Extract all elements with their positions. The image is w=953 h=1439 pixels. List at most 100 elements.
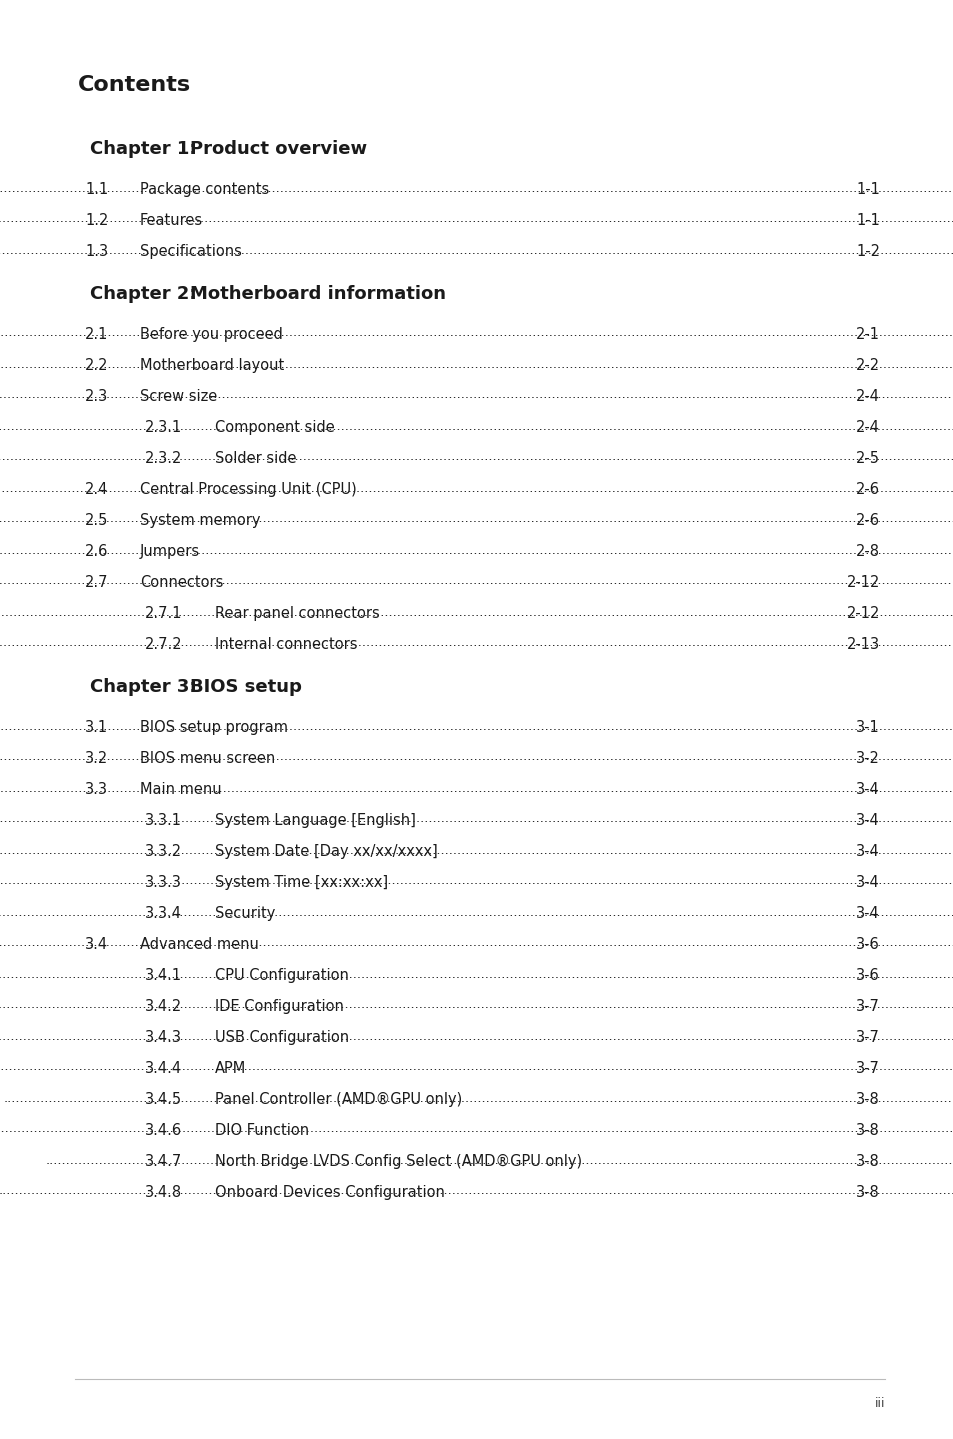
Text: Component side: Component side: [214, 420, 335, 435]
Text: ................................................................................: ........................................…: [0, 967, 953, 980]
Text: 1-1: 1-1: [855, 213, 879, 227]
Text: System Language [English]: System Language [English]: [214, 813, 416, 827]
Text: 3-1: 3-1: [856, 720, 879, 735]
Text: ................................................................................: ........................................…: [4, 1092, 953, 1105]
Text: System Time [xx:xx:xx]: System Time [xx:xx:xx]: [214, 875, 388, 889]
Text: 1.3: 1.3: [85, 245, 108, 259]
Text: 3-4: 3-4: [856, 781, 879, 797]
Text: North Bridge LVDS Config Select (AMD®GPU only): North Bridge LVDS Config Select (AMD®GPU…: [214, 1154, 581, 1168]
Text: DIO Function: DIO Function: [214, 1122, 309, 1138]
Text: ................................................................................: ........................................…: [0, 357, 953, 370]
Text: 3.2: 3.2: [85, 751, 108, 766]
Text: 3.4.5: 3.4.5: [145, 1092, 182, 1107]
Text: ................................................................................: ........................................…: [0, 606, 953, 619]
Text: ................................................................................: ........................................…: [0, 243, 953, 256]
Text: 3.1: 3.1: [85, 720, 108, 735]
Text: 3.3.1: 3.3.1: [145, 813, 182, 827]
Text: 3-8: 3-8: [856, 1092, 879, 1107]
Text: 3.4.8: 3.4.8: [145, 1184, 182, 1200]
Text: 3.3.4: 3.3.4: [145, 907, 182, 921]
Text: ................................................................................: ........................................…: [0, 781, 953, 794]
Text: Advanced menu: Advanced menu: [140, 937, 258, 953]
Text: ................................................................................: ........................................…: [0, 482, 953, 495]
Text: System Date [Day xx/xx/xxxx]: System Date [Day xx/xx/xxxx]: [214, 845, 437, 859]
Text: 3-2: 3-2: [855, 751, 879, 766]
Text: Central Processing Unit (CPU): Central Processing Unit (CPU): [140, 482, 356, 496]
Text: Internal connectors: Internal connectors: [214, 637, 357, 652]
Text: ................................................................................: ........................................…: [0, 751, 953, 764]
Text: ................................................................................: ........................................…: [0, 512, 953, 525]
Text: Motherboard information: Motherboard information: [190, 285, 446, 304]
Text: 2-2: 2-2: [855, 358, 879, 373]
Text: Panel Controller (AMD®GPU only): Panel Controller (AMD®GPU only): [214, 1092, 462, 1107]
Text: ................................................................................: ........................................…: [0, 905, 953, 918]
Text: ................................................................................: ........................................…: [0, 937, 953, 950]
Text: Features: Features: [140, 213, 203, 227]
Text: ................................................................................: ........................................…: [0, 843, 953, 856]
Text: Before you proceed: Before you proceed: [140, 327, 283, 342]
Text: 3-7: 3-7: [855, 1030, 879, 1045]
Text: 2.3: 2.3: [85, 389, 108, 404]
Text: ................................................................................: ........................................…: [0, 875, 953, 888]
Text: ................................................................................: ........................................…: [0, 1184, 953, 1197]
Text: Specifications: Specifications: [140, 245, 242, 259]
Text: ................................................................................: ........................................…: [0, 574, 953, 587]
Text: 1-2: 1-2: [855, 245, 879, 259]
Text: ................................................................................: ........................................…: [0, 1061, 953, 1073]
Text: 2.1: 2.1: [85, 327, 109, 342]
Text: 2-8: 2-8: [855, 544, 879, 558]
Text: 2-4: 2-4: [855, 389, 879, 404]
Text: ................................................................................: ........................................…: [0, 720, 953, 732]
Text: 2.3.1: 2.3.1: [145, 420, 182, 435]
Text: ................................................................................: ........................................…: [0, 1029, 953, 1042]
Text: ................................................................................: ........................................…: [45, 1154, 953, 1167]
Text: IDE Configuration: IDE Configuration: [214, 999, 343, 1014]
Text: 3-8: 3-8: [856, 1154, 879, 1168]
Text: 2.7.1: 2.7.1: [145, 606, 182, 622]
Text: 2.2: 2.2: [85, 358, 109, 373]
Text: 3.3.3: 3.3.3: [145, 875, 182, 889]
Text: Main menu: Main menu: [140, 781, 221, 797]
Text: USB Configuration: USB Configuration: [214, 1030, 349, 1045]
Text: 3-8: 3-8: [856, 1122, 879, 1138]
Text: 3.4.2: 3.4.2: [145, 999, 182, 1014]
Text: 2.3.2: 2.3.2: [145, 450, 182, 466]
Text: Security: Security: [214, 907, 275, 921]
Text: APM: APM: [214, 1061, 246, 1076]
Text: Contents: Contents: [78, 75, 191, 95]
Text: 2-12: 2-12: [845, 576, 879, 590]
Text: ................................................................................: ........................................…: [0, 813, 953, 826]
Text: Chapter 3:: Chapter 3:: [90, 678, 196, 696]
Text: 3.4.4: 3.4.4: [145, 1061, 182, 1076]
Text: 3-4: 3-4: [856, 907, 879, 921]
Text: 3.4.3: 3.4.3: [145, 1030, 182, 1045]
Text: 3-6: 3-6: [856, 968, 879, 983]
Text: BIOS menu screen: BIOS menu screen: [140, 751, 275, 766]
Text: 3-7: 3-7: [855, 1061, 879, 1076]
Text: 3.4.7: 3.4.7: [145, 1154, 182, 1168]
Text: 2-13: 2-13: [846, 637, 879, 652]
Text: 2-1: 2-1: [855, 327, 879, 342]
Text: 3-8: 3-8: [856, 1184, 879, 1200]
Text: 1.1: 1.1: [85, 181, 108, 197]
Text: 2.6: 2.6: [85, 544, 109, 558]
Text: ................................................................................: ........................................…: [0, 450, 953, 463]
Text: 3-4: 3-4: [856, 813, 879, 827]
Text: 3.4: 3.4: [85, 937, 108, 953]
Text: ................................................................................: ........................................…: [0, 544, 953, 557]
Text: 2-6: 2-6: [855, 482, 879, 496]
Text: ................................................................................: ........................................…: [0, 999, 953, 1012]
Text: 3-4: 3-4: [856, 845, 879, 859]
Text: Solder side: Solder side: [214, 450, 296, 466]
Text: ................................................................................: ........................................…: [0, 181, 953, 194]
Text: Rear panel connectors: Rear panel connectors: [214, 606, 379, 622]
Text: ................................................................................: ........................................…: [0, 1122, 953, 1135]
Text: 2.7.2: 2.7.2: [145, 637, 182, 652]
Text: 3-6: 3-6: [856, 937, 879, 953]
Text: ................................................................................: ........................................…: [0, 327, 953, 340]
Text: 3.3.2: 3.3.2: [145, 845, 182, 859]
Text: 2-12: 2-12: [845, 606, 879, 622]
Text: 1-1: 1-1: [855, 181, 879, 197]
Text: 2-6: 2-6: [855, 512, 879, 528]
Text: 3.3: 3.3: [85, 781, 108, 797]
